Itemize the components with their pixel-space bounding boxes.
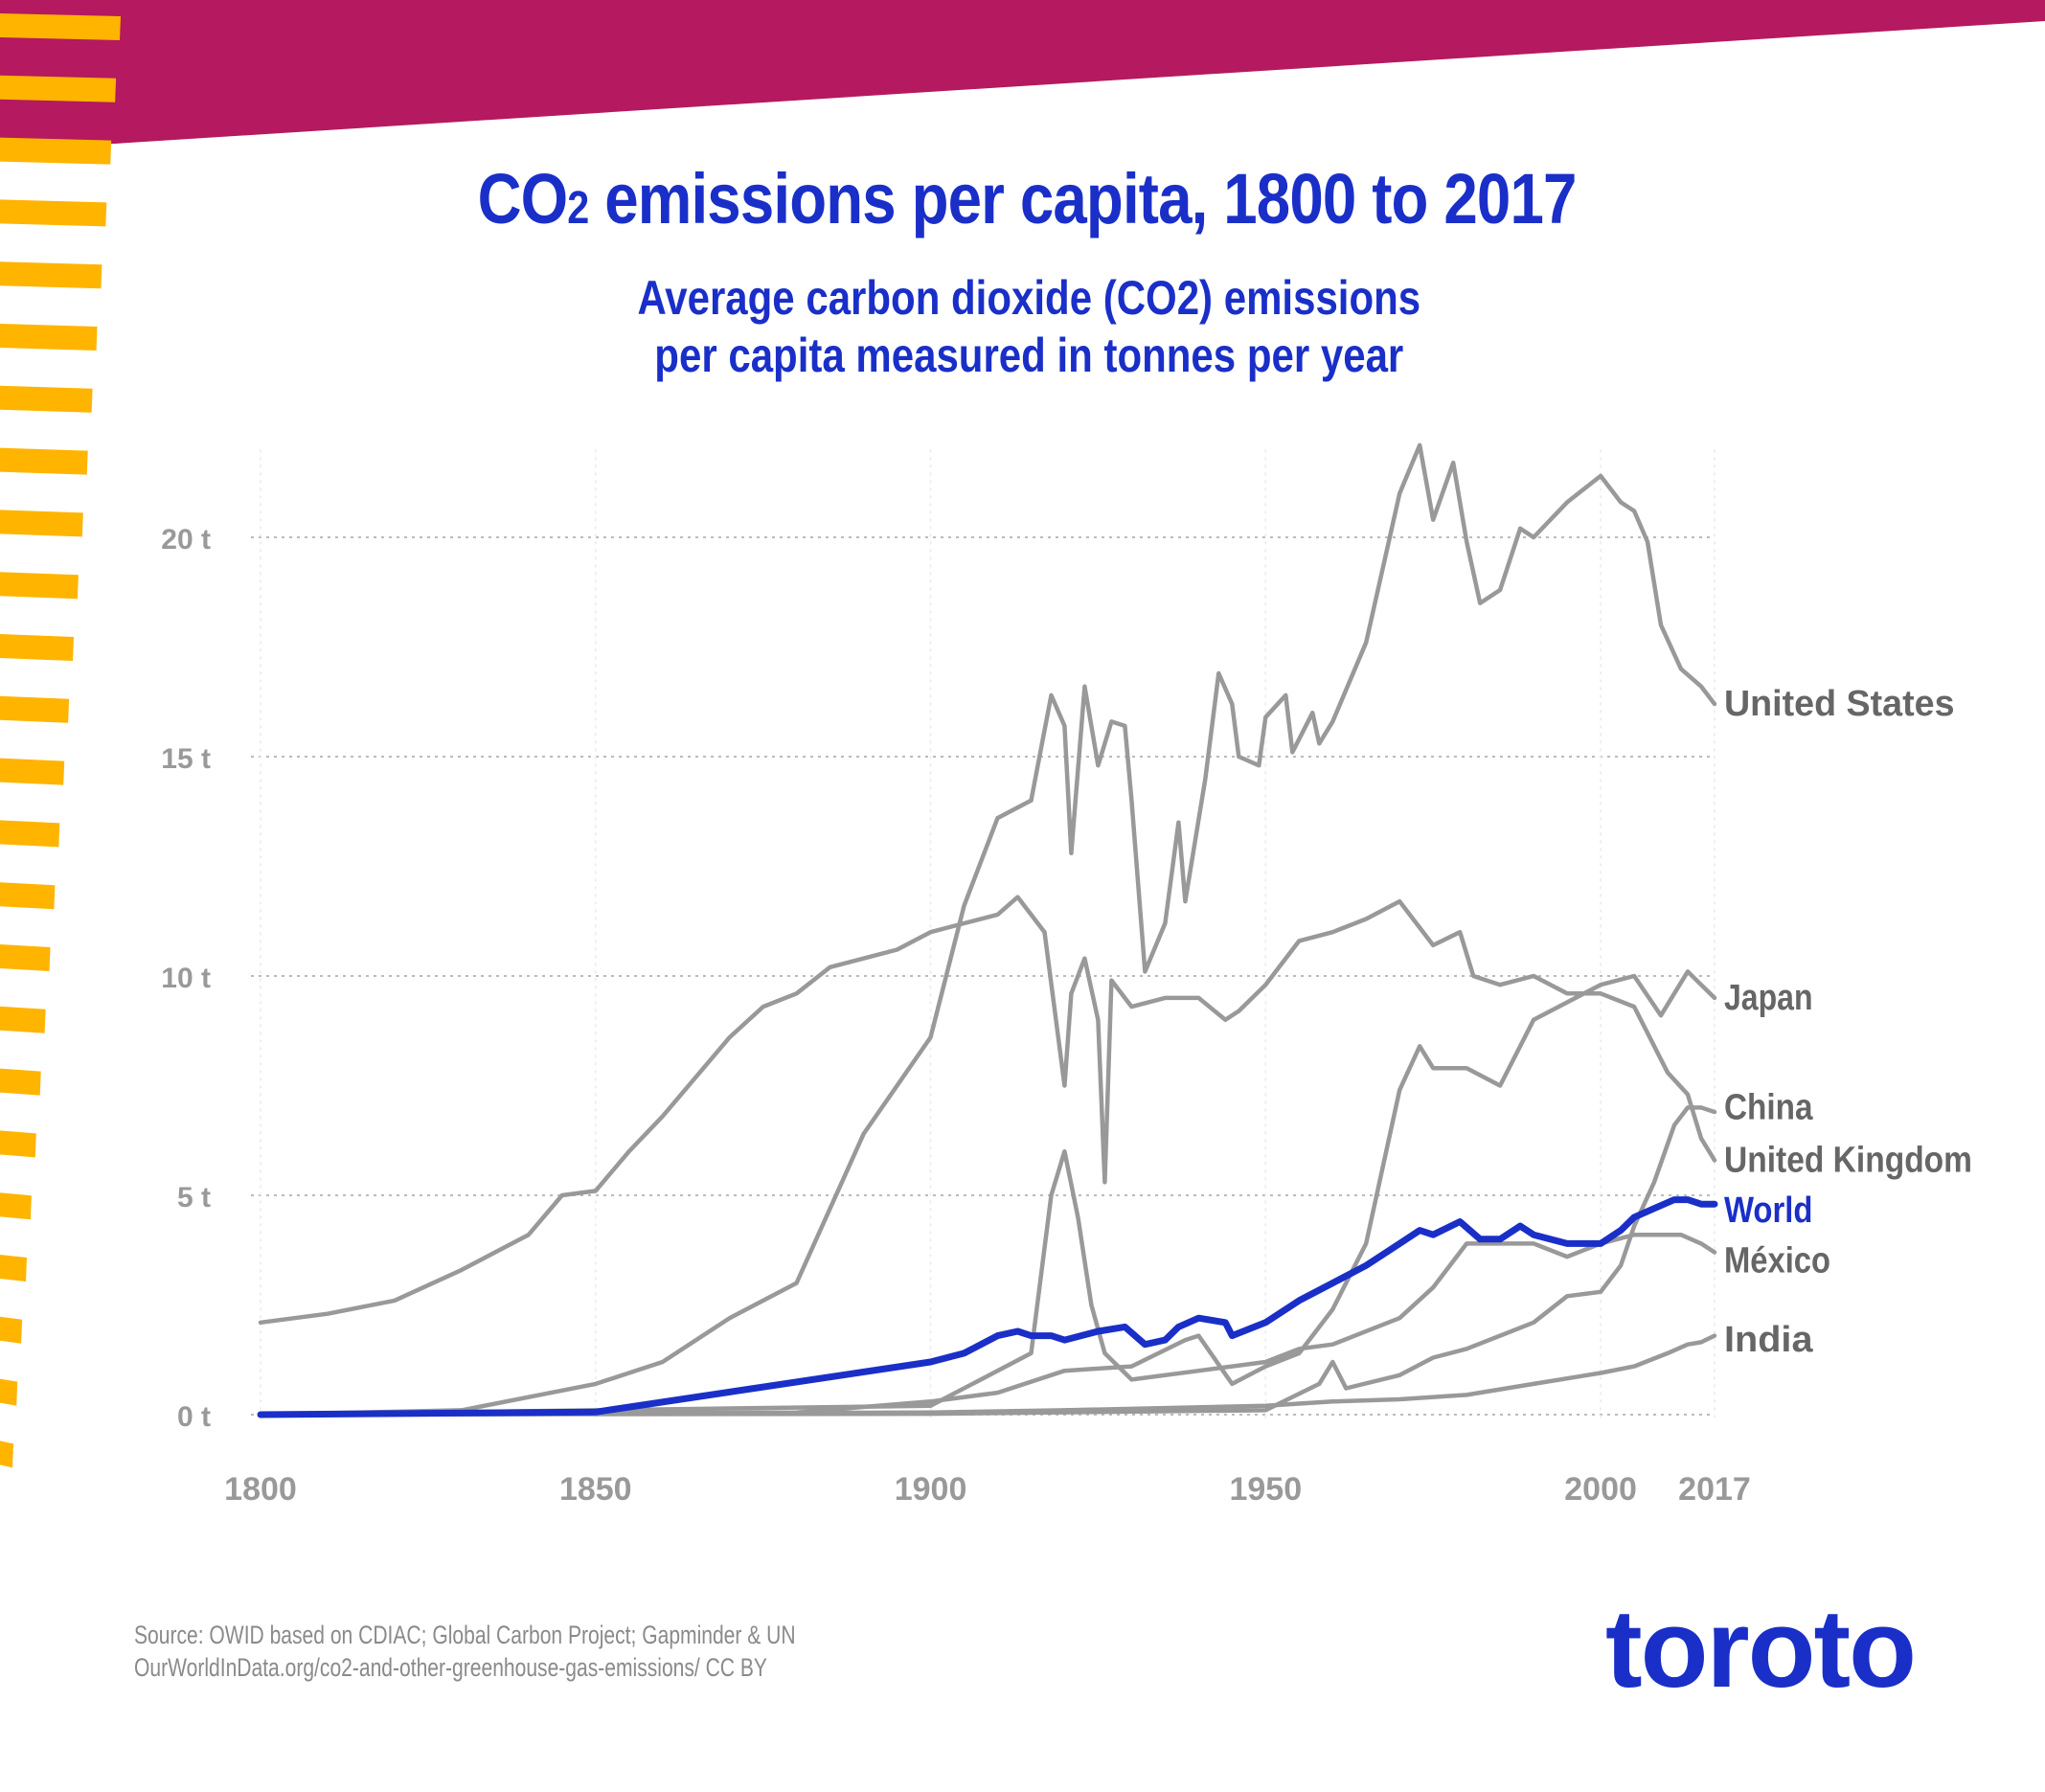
subtitle-line-1: Average carbon dioxide (CO2) emissions (637, 271, 1421, 325)
decorative-stripe (0, 324, 98, 351)
x-tick-label: 2017 (1678, 1471, 1751, 1508)
decorative-stripe (0, 510, 83, 537)
decorative-stripe (0, 1130, 36, 1158)
grid-lines (251, 449, 1716, 1422)
decorative-stripe (0, 13, 121, 40)
series-label-china: China (1724, 1087, 1813, 1127)
x-tick-label: 1850 (559, 1471, 632, 1508)
decorative-stripe (0, 1192, 32, 1220)
decorative-stripe (0, 695, 70, 723)
series-labels: United States United Kingdom Japan China Méx… (1724, 684, 1972, 1360)
x-tick-label: 1900 (895, 1471, 967, 1508)
series-line-world (257, 1196, 1718, 1418)
decorative-stripe (0, 261, 102, 289)
series-label-united-kingdom: United Kingdom (1724, 1140, 1972, 1180)
series-line-japan (258, 969, 1717, 1418)
decorative-stripe (0, 1378, 18, 1406)
series-label-india: India (1724, 1320, 1813, 1360)
y-tick-label: 15 t (161, 743, 211, 775)
x-axis-ticks: 1800 1850 1900 1950 2000 2017 (224, 1471, 1751, 1508)
toroto-logo: toroto (1605, 1586, 1917, 1711)
decorative-stripe (0, 75, 117, 102)
source-line-1: Source: OWID based on CDIAC; Global Carb… (134, 1621, 796, 1649)
series-line-united-states (258, 442, 1717, 1418)
top-banner (0, 0, 2045, 144)
decorative-stripe (0, 758, 65, 785)
decorative-stripe (0, 634, 74, 661)
series-line-united-kingdom (258, 895, 1717, 1326)
series-label-world: World (1724, 1191, 1813, 1231)
decorative-stripe (0, 137, 112, 165)
decorative-stripe (0, 944, 51, 971)
y-axis-ticks: 0 t 5 t 10 t 15 t 20 t (161, 524, 211, 1433)
series-label-japan: Japan (1724, 978, 1813, 1018)
decorative-stripe (0, 199, 107, 227)
page-title: CO2 emissions per capita, 1800 to 2017 (477, 159, 1578, 238)
x-tick-label: 1950 (1229, 1471, 1302, 1508)
series-line-india (258, 1333, 1717, 1418)
decorative-stripe (0, 1255, 27, 1282)
decorative-stripe (0, 385, 93, 413)
series-line-china (258, 1105, 1717, 1418)
decorative-stripes (0, 13, 121, 1468)
decorative-stripe (0, 1068, 41, 1096)
x-tick-label: 2000 (1564, 1471, 1637, 1508)
decorative-stripe (0, 447, 88, 475)
decorative-stripe (0, 1006, 46, 1033)
decorative-stripe (0, 882, 56, 910)
source-line-2: OurWorldInData.org/co2-and-other-greenho… (134, 1653, 767, 1682)
decorative-stripe (0, 820, 60, 848)
subtitle-line-2: per capita measured in tonnes per year (654, 329, 1404, 382)
series-layer (257, 442, 1718, 1418)
y-tick-label: 10 t (161, 963, 211, 994)
series-label-m-xico: México (1724, 1241, 1830, 1282)
decorative-stripe (0, 1316, 23, 1344)
y-tick-label: 20 t (161, 524, 211, 556)
series-line-m-xico (258, 1148, 1717, 1418)
y-tick-label: 0 t (177, 1401, 211, 1433)
y-tick-label: 5 t (177, 1182, 211, 1214)
decorative-stripe (0, 572, 79, 600)
x-tick-label: 1800 (224, 1471, 297, 1508)
series-label-united-states: United States (1724, 684, 1955, 724)
decorative-stripe (0, 1440, 13, 1468)
